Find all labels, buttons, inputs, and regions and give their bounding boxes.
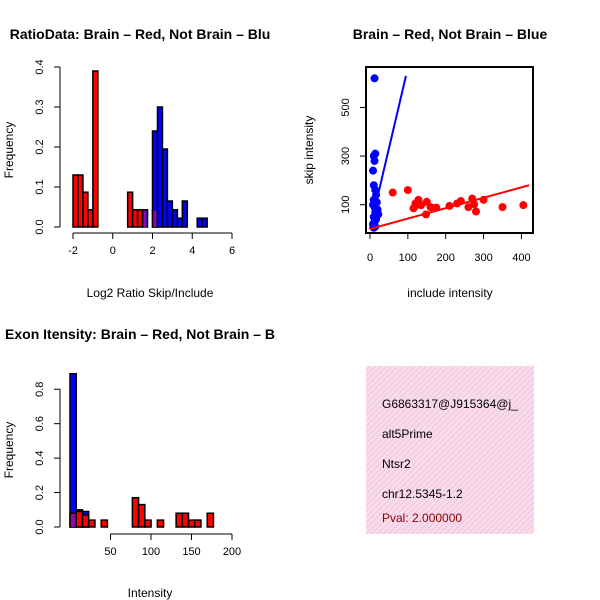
intensity-bar xyxy=(156,519,165,528)
ratio-x-axis-label: Log2 Ratio Skip/Include xyxy=(87,286,214,300)
scatter-point xyxy=(472,207,480,216)
intensity-bar xyxy=(81,514,90,528)
intensity-y-tick-label: 0.0 xyxy=(34,519,46,534)
event-type-text: alt5Prime xyxy=(382,427,433,441)
event-id-text: G6863317@J915364@j_ xyxy=(382,397,518,411)
gene-name-text: Ntsr2 xyxy=(382,457,411,471)
intensity-x-axis-label: Intensity xyxy=(128,586,173,600)
ratio-bar xyxy=(181,200,189,228)
scatter-axes: 0 100 200 300 400 100 300 500 xyxy=(340,98,531,264)
scatter-y-tick-label: 300 xyxy=(340,147,352,165)
scatter-y-tick-label: 100 xyxy=(340,196,352,214)
scatter-y-axis-label: skip intensity xyxy=(302,116,316,185)
scatter-x-tick-label: 100 xyxy=(399,252,417,264)
ratio-y-tick-label: 0.1 xyxy=(34,179,46,194)
ratio-x-tick-label: 2 xyxy=(149,245,155,257)
scatter-plot-box xyxy=(365,66,534,234)
ratio-histogram-panel: RatioData: Brain – Red, Not Brain – Blu … xyxy=(2,26,270,300)
scatter-y-tick-label: 500 xyxy=(340,98,352,116)
intensity-histogram-panel: Exon Itensity: Brain – Red, Not Brain – … xyxy=(2,326,275,600)
intensity-bar xyxy=(87,519,96,528)
scatter-point xyxy=(371,149,380,158)
scatter-chart-title: Brain – Red, Not Brain – Blue xyxy=(353,26,548,42)
scatter-point xyxy=(369,166,378,175)
intensity-bars xyxy=(69,372,215,528)
intensity-bar xyxy=(69,372,77,528)
ratio-overlap-bar xyxy=(143,210,147,227)
scatter-panel: Brain – Red, Not Brain – Blue include in… xyxy=(302,26,547,300)
scatter-point xyxy=(519,201,528,210)
scatter-fit-line xyxy=(369,75,407,230)
info-panel-background xyxy=(366,366,534,534)
scatter-x-tick-label: 400 xyxy=(512,252,530,264)
ratio-y-tick-label: 0.3 xyxy=(34,99,46,114)
intensity-overlap-bar xyxy=(71,514,76,527)
intensity-bar xyxy=(75,510,84,528)
ratio-overlap-bar xyxy=(153,210,157,227)
ratio-y-tick-label: 0.4 xyxy=(34,59,46,74)
scatter-point xyxy=(403,186,412,195)
scatter-point xyxy=(498,203,507,212)
scatter-x-axis-label: include intensity xyxy=(407,286,492,300)
scatter-point xyxy=(413,200,422,209)
intensity-axes: 50 100 150 200 0.0 0.2 0.4 0.6 0.8 xyxy=(34,382,241,558)
intensity-bar xyxy=(137,503,146,528)
scatter-fit-line xyxy=(369,184,530,230)
intensity-bar xyxy=(181,512,190,528)
intensity-bar xyxy=(193,519,202,528)
ratio-axes: -2 0 2 4 6 0.0 0.1 0.2 0.3 0.4 xyxy=(34,59,235,257)
ratio-y-tick-label: 0.0 xyxy=(34,219,46,234)
intensity-y-tick-label: 0.8 xyxy=(34,382,46,397)
scatter-point xyxy=(470,200,479,209)
ratio-x-tick-label: -2 xyxy=(68,245,78,257)
ratio-x-tick-label: 0 xyxy=(110,245,116,257)
scatter-marks xyxy=(369,74,530,232)
intensity-y-tick-label: 0.2 xyxy=(34,485,46,500)
intensity-chart-title: Exon Itensity: Brain – Red, Not Brain – … xyxy=(5,326,275,342)
ratio-y-axis-label: Frequency xyxy=(2,122,16,179)
intensity-bar xyxy=(131,496,140,528)
info-panel: G6863317@J915364@j_ alt5Prime Ntsr2 chr1… xyxy=(366,366,534,534)
intensity-bar xyxy=(187,519,196,528)
intensity-x-tick-label: 50 xyxy=(104,546,116,558)
scatter-point xyxy=(370,74,379,83)
scatter-x-tick-label: 0 xyxy=(367,252,373,264)
ratio-y-tick-label: 0.2 xyxy=(34,139,46,154)
ratio-x-tick-label: 4 xyxy=(189,245,195,257)
pval-text: Pval: 2.000000 xyxy=(382,511,462,525)
intensity-y-tick-label: 0.4 xyxy=(34,450,46,465)
ratio-bar xyxy=(161,148,169,228)
ratio-x-tick-label: 6 xyxy=(229,245,235,257)
intensity-x-tick-label: 100 xyxy=(142,546,160,558)
intensity-y-tick-label: 0.6 xyxy=(34,416,46,431)
intensity-y-axis-label: Frequency xyxy=(2,422,16,479)
locus-text: chr12.5345-1.2 xyxy=(382,487,463,501)
ratio-bars xyxy=(72,70,208,228)
intensity-bar xyxy=(144,519,152,528)
intensity-bar xyxy=(100,519,109,528)
ratio-chart-title: RatioData: Brain – Red, Not Brain – Blu xyxy=(10,26,271,42)
intensity-bar xyxy=(206,512,215,528)
scatter-point xyxy=(388,188,397,197)
ratio-bar xyxy=(201,217,208,228)
intensity-x-tick-label: 150 xyxy=(182,546,200,558)
ratio-bar xyxy=(92,70,99,228)
scatter-x-tick-label: 300 xyxy=(474,252,492,264)
intensity-bar xyxy=(175,512,184,528)
intensity-x-tick-label: 200 xyxy=(223,546,241,558)
scatter-x-tick-label: 200 xyxy=(437,252,455,264)
scatter-point xyxy=(370,156,379,165)
